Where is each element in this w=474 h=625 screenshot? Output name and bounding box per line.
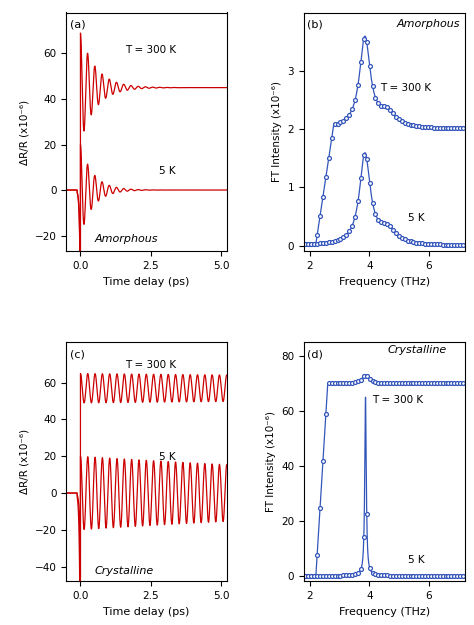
X-axis label: Frequency (THz): Frequency (THz) xyxy=(339,277,430,287)
Text: T = 300 K: T = 300 K xyxy=(380,83,431,93)
Y-axis label: FT Intensity (x10⁻⁶): FT Intensity (x10⁻⁶) xyxy=(265,411,275,512)
Text: (c): (c) xyxy=(70,349,84,359)
Text: T = 300 K: T = 300 K xyxy=(373,395,423,405)
Y-axis label: ΔR/R (x10⁻⁶): ΔR/R (x10⁻⁶) xyxy=(19,429,29,494)
Text: Crystalline: Crystalline xyxy=(387,345,447,355)
Text: T = 300 K: T = 300 K xyxy=(126,46,177,56)
Text: (d): (d) xyxy=(307,349,323,359)
Text: Amorphous: Amorphous xyxy=(396,19,460,29)
Text: T = 300 K: T = 300 K xyxy=(126,360,177,370)
X-axis label: Frequency (THz): Frequency (THz) xyxy=(339,606,430,616)
X-axis label: Time delay (ps): Time delay (ps) xyxy=(103,606,190,616)
Text: (b): (b) xyxy=(307,19,323,29)
Text: 5 K: 5 K xyxy=(408,556,425,566)
Text: Crystalline: Crystalline xyxy=(94,566,154,576)
Text: (a): (a) xyxy=(70,19,85,29)
Text: Amorphous: Amorphous xyxy=(94,234,158,244)
X-axis label: Time delay (ps): Time delay (ps) xyxy=(103,277,190,287)
Y-axis label: ΔR/R (x10⁻⁶): ΔR/R (x10⁻⁶) xyxy=(19,99,29,164)
Y-axis label: FT Intensity (x10⁻⁶): FT Intensity (x10⁻⁶) xyxy=(272,81,282,182)
Text: 5 K: 5 K xyxy=(159,166,176,176)
Text: 5 K: 5 K xyxy=(408,213,425,223)
Text: 5 K: 5 K xyxy=(159,452,176,462)
